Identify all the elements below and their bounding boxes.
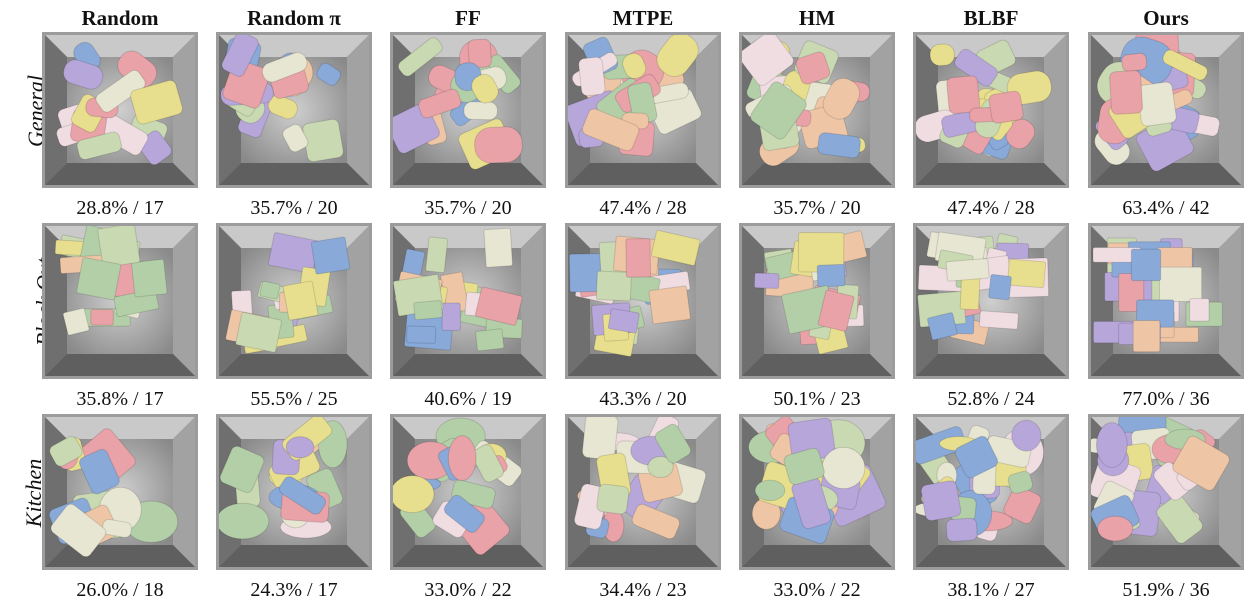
packing-box-render	[913, 32, 1069, 188]
column-header: MTPE	[612, 6, 674, 30]
result-metric: 35.7% / 20	[424, 197, 512, 219]
packing-box-render	[42, 32, 198, 188]
result-metric: 55.5% / 25	[250, 388, 338, 410]
row-label: Kitchen	[21, 458, 47, 528]
result-metric: 33.0% / 22	[773, 579, 861, 601]
packing-box-render	[42, 223, 198, 379]
packing-box-render	[216, 414, 372, 570]
result-metric: 47.4% / 28	[947, 197, 1035, 219]
result-metric: 35.7% / 20	[250, 197, 338, 219]
result-metric: 26.0% / 18	[76, 579, 164, 601]
result-metric: 47.4% / 28	[599, 197, 687, 219]
packing-box-render	[390, 32, 546, 188]
result-metric: 34.4% / 23	[599, 579, 687, 601]
packing-box-render	[565, 414, 721, 570]
packing-box-render	[1088, 223, 1244, 379]
column-header: HM	[798, 6, 836, 30]
column-header: Ours	[1143, 6, 1189, 30]
result-metric: 43.3% / 20	[599, 388, 687, 410]
row-label: General	[23, 74, 49, 148]
packing-box-render	[913, 414, 1069, 570]
packing-box-render	[390, 223, 546, 379]
packing-box-render	[42, 414, 198, 570]
result-metric: 24.3% / 17	[250, 579, 338, 601]
packing-box-render	[216, 223, 372, 379]
column-header: FF	[455, 6, 481, 30]
packing-box-render	[739, 223, 895, 379]
result-metric: 40.6% / 19	[424, 388, 512, 410]
result-metric: 77.0% / 36	[1122, 388, 1210, 410]
result-metric: 51.9% / 36	[1122, 579, 1210, 601]
column-header: BLBF	[963, 6, 1019, 30]
row-label: Block Out	[0, 258, 56, 347]
packing-box-render	[1088, 414, 1244, 570]
result-metric: 35.7% / 20	[773, 197, 861, 219]
result-metric: 28.8% / 17	[76, 197, 164, 219]
packing-box-render	[565, 223, 721, 379]
result-metric: 50.1% / 23	[773, 388, 861, 410]
packing-box-render	[390, 414, 546, 570]
packing-box-render	[739, 32, 895, 188]
packing-box-render	[739, 414, 895, 570]
result-metric: 35.8% / 17	[76, 388, 164, 410]
result-metric: 38.1% / 27	[947, 579, 1035, 601]
result-metric: 52.8% / 24	[947, 388, 1035, 410]
column-header: Random π	[247, 6, 341, 30]
packing-box-render	[913, 223, 1069, 379]
column-header: Random	[81, 6, 159, 30]
packing-box-render	[565, 32, 721, 188]
packing-box-render	[1088, 32, 1244, 188]
packing-box-render	[216, 32, 372, 188]
result-metric: 33.0% / 22	[424, 579, 512, 601]
result-metric: 63.4% / 42	[1122, 197, 1210, 219]
